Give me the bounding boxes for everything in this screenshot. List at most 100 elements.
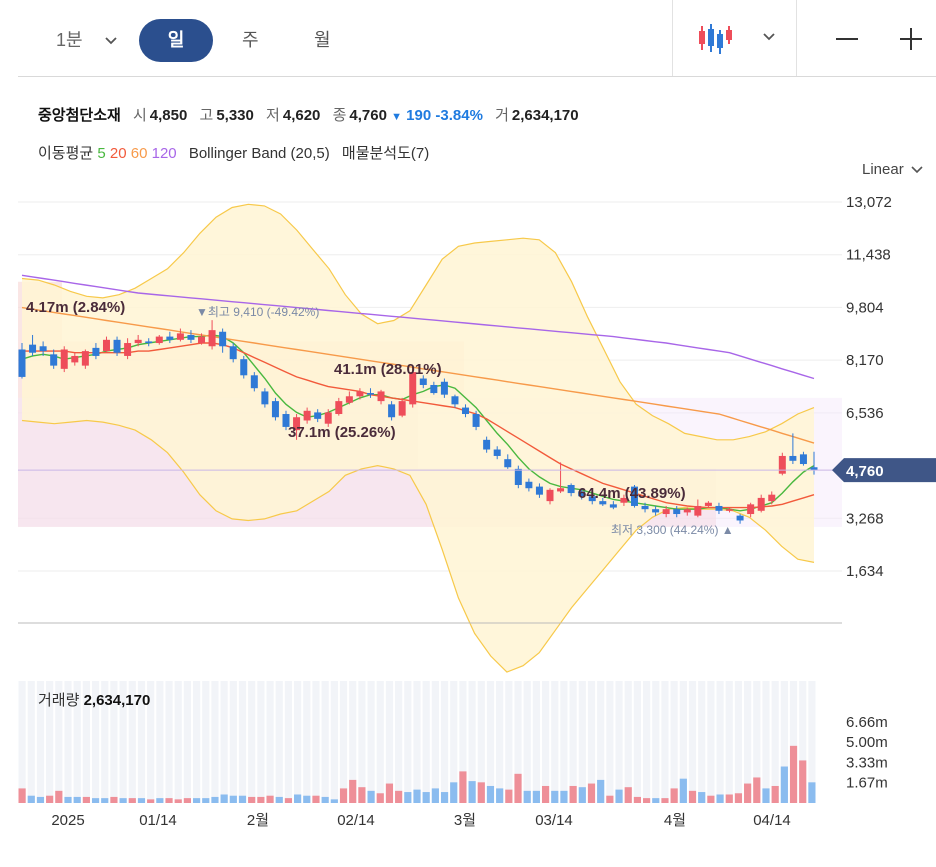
volume-bar[interactable] [431, 788, 439, 803]
candle[interactable] [630, 484, 638, 508]
candle[interactable] [525, 478, 533, 492]
volume-bar[interactable] [661, 798, 669, 803]
volume-bar[interactable] [789, 745, 798, 803]
candle[interactable] [345, 391, 353, 405]
candle[interactable] [366, 388, 374, 398]
volume-bar[interactable] [46, 795, 54, 803]
candle[interactable] [113, 336, 121, 356]
volume-bar[interactable] [238, 795, 247, 803]
volume-bar[interactable] [128, 798, 136, 803]
candle[interactable] [778, 452, 786, 476]
volume-bar[interactable] [229, 795, 237, 803]
volume-bar[interactable] [624, 787, 632, 803]
candle[interactable] [546, 488, 554, 505]
volume-chart[interactable]: 6.66m 5.00m 3.33m 1.67m 2025 01/14 2월 02/14 3월 0… [0, 667, 936, 867]
candle[interactable] [726, 507, 734, 513]
candle[interactable] [124, 338, 132, 360]
volume-bar[interactable] [284, 798, 293, 803]
volume-bar[interactable] [679, 778, 687, 803]
candle[interactable] [60, 346, 68, 373]
candle[interactable] [176, 328, 184, 342]
candle[interactable] [187, 330, 195, 344]
volume-bar[interactable] [440, 792, 449, 803]
volume-bar[interactable] [450, 782, 458, 803]
volume-bar[interactable] [753, 777, 761, 803]
candle[interactable] [440, 378, 448, 398]
candle[interactable] [293, 414, 301, 440]
volume-bar[interactable] [312, 795, 320, 803]
candle[interactable] [810, 451, 818, 475]
candle[interactable] [250, 372, 258, 392]
volume-bar[interactable] [395, 790, 403, 803]
candle[interactable] [462, 404, 470, 418]
candle[interactable] [588, 493, 596, 505]
volume-bar[interactable] [211, 796, 219, 803]
volume-bar[interactable] [376, 793, 384, 803]
volume-bar[interactable] [18, 788, 26, 803]
volume-bar[interactable] [468, 781, 476, 803]
candle[interactable] [398, 397, 406, 418]
volume-bar[interactable] [73, 796, 81, 803]
volume-bar[interactable] [349, 779, 357, 803]
volume-bar[interactable] [762, 788, 770, 803]
volume-bar[interactable] [597, 779, 605, 803]
candle[interactable] [578, 488, 586, 500]
volume-bar[interactable] [275, 796, 283, 803]
volume-bar[interactable] [220, 794, 228, 803]
candle[interactable] [609, 501, 617, 510]
candle[interactable] [39, 341, 47, 356]
volume-bar[interactable] [643, 798, 651, 803]
volume-bar[interactable] [496, 788, 504, 803]
candle[interactable] [419, 375, 427, 389]
candle[interactable] [757, 494, 765, 513]
volume-bar[interactable] [82, 796, 90, 803]
candle[interactable] [166, 331, 174, 344]
volume-bar[interactable] [744, 783, 752, 803]
candle[interactable] [198, 333, 206, 345]
volume-bar[interactable] [707, 795, 715, 803]
candle[interactable] [430, 381, 438, 395]
candle[interactable] [620, 494, 628, 506]
candle[interactable] [18, 343, 26, 379]
candle[interactable] [673, 505, 681, 518]
volume-bar[interactable] [367, 790, 375, 803]
candle[interactable] [335, 397, 343, 416]
volume-bar[interactable] [119, 798, 127, 803]
candle[interactable] [768, 491, 776, 505]
volume-bar[interactable] [294, 794, 302, 803]
candle[interactable] [240, 355, 248, 379]
tab-day[interactable]: 일 [139, 19, 213, 62]
candle[interactable] [388, 401, 396, 421]
candle[interactable] [652, 505, 660, 516]
volume-bar[interactable] [532, 790, 540, 803]
tab-week[interactable]: 주 [242, 30, 259, 50]
candle[interactable] [483, 436, 491, 453]
candle[interactable] [377, 389, 385, 405]
volume-bar[interactable] [523, 790, 531, 803]
candle[interactable] [557, 462, 565, 494]
scale-toggle[interactable]: Linear [862, 161, 923, 178]
candle[interactable] [71, 352, 79, 366]
candle[interactable] [50, 349, 58, 369]
volume-bar[interactable] [587, 783, 596, 803]
volume-bar[interactable] [64, 796, 72, 803]
volume-bar[interactable] [339, 788, 348, 803]
tab-month[interactable]: 월 [314, 30, 331, 50]
candle[interactable] [271, 397, 279, 421]
volume-bar[interactable] [27, 795, 35, 803]
price-chart[interactable]: 4.17m (2.84%) 41.1m (28.01%) 37.1m (25.26%… [0, 0, 936, 680]
plus-icon[interactable] [898, 26, 924, 52]
candle[interactable] [504, 454, 512, 469]
candle[interactable] [102, 336, 110, 353]
volume-bar[interactable] [698, 792, 706, 803]
candle[interactable] [356, 388, 364, 400]
volume-bar[interactable] [36, 796, 45, 803]
volume-bar[interactable] [183, 798, 191, 803]
candle[interactable] [472, 410, 480, 431]
interval-selector[interactable]: 1분 [56, 0, 117, 76]
volume-bar[interactable] [202, 798, 210, 803]
volume-bar[interactable] [459, 771, 467, 803]
bollinger-legend[interactable]: Bollinger Band (20,5) [188, 145, 330, 162]
candle[interactable] [451, 394, 459, 408]
candle[interactable] [229, 343, 237, 363]
